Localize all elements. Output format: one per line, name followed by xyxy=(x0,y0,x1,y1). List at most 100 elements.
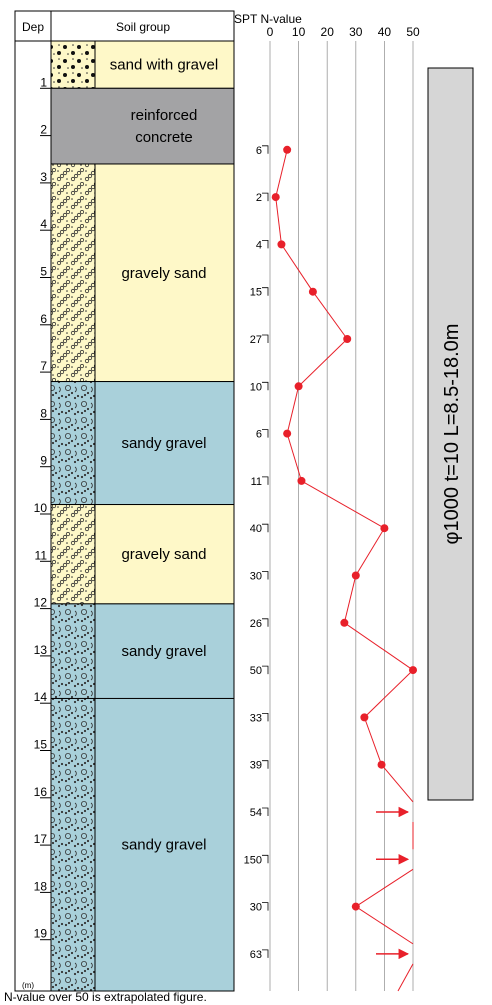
depth-label: 6 xyxy=(40,312,47,326)
spt-line-segment xyxy=(312,291,348,340)
spt-tick-bracket xyxy=(262,571,269,580)
depth-label: 18 xyxy=(34,879,48,893)
layer-name: gravely sand xyxy=(121,546,206,563)
spt-line-segment xyxy=(344,622,414,671)
spt-line-segment xyxy=(275,197,282,245)
depth-header: Dep xyxy=(22,20,44,34)
depth-label: 1 xyxy=(40,75,47,89)
spt-value-label: 54 xyxy=(250,807,262,819)
spt-point xyxy=(351,902,360,911)
spt-value-label: 6 xyxy=(256,145,262,157)
spt-value-label: 63 xyxy=(250,949,262,961)
depth-label: 8 xyxy=(40,406,47,420)
spt-point xyxy=(283,429,292,438)
depth-label: 15 xyxy=(34,738,48,752)
footnote: N-value over 50 is extrapolated figure. xyxy=(4,990,207,1004)
pile-bar xyxy=(427,67,474,801)
spt-value-label: 15 xyxy=(250,287,262,299)
layer-pattern xyxy=(50,697,96,992)
spt-line-segment xyxy=(281,244,314,292)
depth-label: 17 xyxy=(34,832,48,846)
layer-pattern xyxy=(50,163,96,383)
spt-value-label: 50 xyxy=(250,665,262,677)
spt-point xyxy=(409,666,417,675)
depth-label: 9 xyxy=(40,454,47,468)
soil-layer: gravely sand xyxy=(50,504,235,605)
layer-fill xyxy=(94,603,235,699)
spt-tick-bracket xyxy=(262,429,269,438)
depth-label: 4 xyxy=(40,217,47,231)
spt-tick-bracket xyxy=(262,854,269,864)
spt-tick-label: 20 xyxy=(321,25,335,39)
layer-name: gravely sand xyxy=(121,265,206,282)
spt-point xyxy=(297,476,306,485)
layer-pattern xyxy=(50,381,96,506)
spt-value-label: 30 xyxy=(250,902,262,914)
spt-tick-bracket xyxy=(262,192,269,202)
layer-name: sandy gravel xyxy=(121,435,206,452)
spt-point xyxy=(340,618,349,627)
spt-tick-bracket xyxy=(262,618,269,627)
depth-label: 11 xyxy=(35,548,48,562)
log-header: Dep Soil group SPT N-value 0 10 20 30 40 50 xyxy=(14,10,420,42)
spt-point xyxy=(271,193,280,202)
spt-axis-ticks: 0 10 20 30 40 50 xyxy=(267,25,420,39)
depth-label: 19 xyxy=(34,927,48,941)
spt-grid xyxy=(269,41,414,991)
spt-line-segment xyxy=(286,433,302,482)
spt-value-label: 6 xyxy=(256,429,262,441)
soil-layer: sandy gravel xyxy=(50,603,235,699)
depth-label: 16 xyxy=(34,785,48,799)
layer-fill xyxy=(94,40,235,89)
layer-name: sand with gravel xyxy=(110,57,218,74)
spt-value-label: 10 xyxy=(250,381,262,393)
spt-tick-bracket xyxy=(262,949,269,958)
layer-pattern xyxy=(50,40,96,89)
spt-line-segment xyxy=(301,480,385,529)
spt-line-segment xyxy=(275,149,288,198)
spt-line-segment xyxy=(364,669,414,718)
soil-layers: sand with gravel reinforced concrete gravel… xyxy=(50,40,235,992)
depth-label: 10 xyxy=(34,501,48,515)
depth-label: 12 xyxy=(34,596,48,610)
layer-name: reinforced xyxy=(131,107,198,124)
pile-indicator: φ1000 t=10 L=8.5-18.0m xyxy=(427,67,474,801)
spt-line-segment xyxy=(355,906,414,945)
layer-pattern xyxy=(50,603,96,699)
depth-label: 14 xyxy=(34,690,48,704)
soil-layer: gravely sand xyxy=(50,163,235,383)
soil-group-header: Soil group xyxy=(116,20,170,34)
layer-fill xyxy=(94,163,235,383)
soil-layer: reinforced concrete xyxy=(50,87,235,165)
layer-name: sandy gravel xyxy=(121,837,206,854)
layer-pattern xyxy=(50,504,96,605)
layer-name: concrete xyxy=(135,129,193,146)
spt-tick-label: 30 xyxy=(349,25,363,39)
spt-point xyxy=(343,334,352,343)
spt-tick-label: 50 xyxy=(406,25,420,39)
spt-tick-bracket xyxy=(262,334,269,343)
depth-unit: (m) xyxy=(22,981,34,990)
spt-tick-bracket xyxy=(262,381,269,391)
spt-line-segment xyxy=(298,338,348,387)
spt-line-segment xyxy=(355,868,414,908)
depth-label: 13 xyxy=(34,643,48,657)
spt-tick-bracket xyxy=(262,665,269,675)
spt-tick-bracket xyxy=(262,712,269,722)
spt-tick-bracket xyxy=(262,902,269,911)
spt-line-segment xyxy=(397,963,414,992)
spt-point xyxy=(380,524,389,533)
spt-tick-label: 10 xyxy=(292,25,306,39)
spt-line-segment xyxy=(286,386,300,434)
spt-value-label: 11 xyxy=(251,476,262,488)
spt-point xyxy=(351,571,360,580)
spt-line-segment xyxy=(381,764,414,803)
soil-layer: sandy gravel xyxy=(50,697,235,992)
layer-fill xyxy=(50,87,235,165)
spt-point xyxy=(360,713,369,722)
pile-label: φ1000 t=10 L=8.5-18.0m xyxy=(441,324,463,545)
spt-tick-bracket xyxy=(262,239,269,249)
spt-tick-label: 40 xyxy=(378,25,392,39)
